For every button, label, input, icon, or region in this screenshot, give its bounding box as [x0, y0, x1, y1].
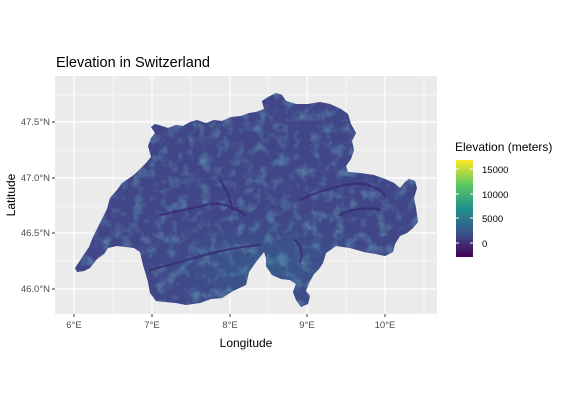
legend-label: 10000	[482, 190, 508, 201]
legend-label: 5000	[482, 214, 503, 225]
y-tick-label: 47.5°N	[21, 117, 50, 128]
x-tick-label: 6°E	[66, 320, 81, 331]
map-title: Elevation in Switzerland	[56, 55, 210, 71]
legend-title: Elevation (meters)	[455, 140, 552, 154]
axis-ticks	[52, 121, 386, 317]
y-tick-label: 46.0°N	[21, 284, 50, 295]
y-tick-label: 46.5°N	[21, 228, 50, 239]
legend: Elevation (meters) 15000 10000 5000 0	[455, 140, 552, 257]
legend-colorbar	[456, 160, 473, 257]
x-axis-title: Longitude	[220, 336, 273, 350]
y-tick-label: 47.0°N	[21, 173, 50, 184]
x-tick-label: 9°E	[299, 320, 314, 331]
legend-label: 0	[482, 239, 487, 250]
x-tick-label: 8°E	[222, 320, 237, 331]
legend-ticks	[456, 168, 473, 244]
y-axis-title: Latitude	[4, 173, 18, 216]
legend-label: 15000	[482, 165, 508, 176]
x-tick-label: 7°E	[144, 320, 159, 331]
x-tick-label: 10°E	[375, 320, 396, 331]
